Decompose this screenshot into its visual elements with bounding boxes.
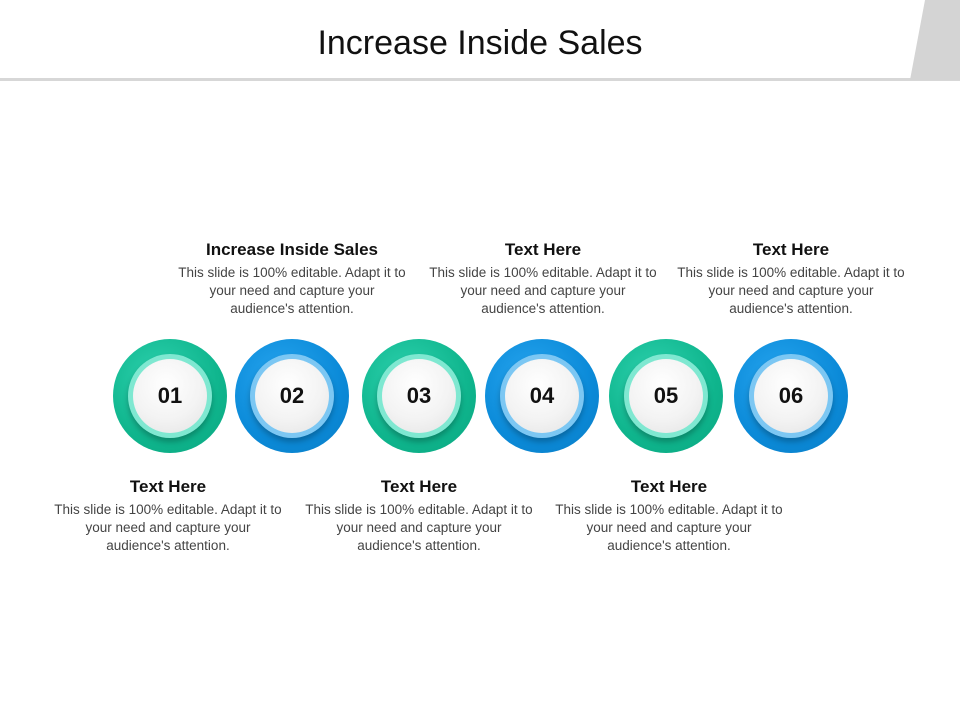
step-heading: Text Here [504, 240, 582, 259]
title-bar: Increase Inside Sales [0, 0, 960, 82]
step-circle-05: 05 [609, 339, 723, 453]
step-circle-03: 03 [362, 339, 476, 453]
step-number: 03 [382, 359, 456, 433]
title-divider [0, 78, 960, 81]
step-circle-02: 02 [235, 339, 349, 453]
step-circle-06: 06 [734, 339, 848, 453]
step-heading: Increase Inside Sales [206, 240, 378, 259]
step-number: 05 [629, 359, 703, 433]
step-body: This slide is 100% editable. Adapt it to… [555, 502, 783, 553]
step-text-05: Text Here This slide is 100% editable. A… [554, 477, 784, 555]
step-circle-04: 04 [485, 339, 599, 453]
step-number: 02 [255, 359, 329, 433]
page-title: Increase Inside Sales [317, 24, 643, 62]
step-body: This slide is 100% editable. Adapt it to… [429, 265, 657, 316]
step-heading: Text Here [630, 477, 708, 496]
step-body: This slide is 100% editable. Adapt it to… [54, 502, 282, 553]
step-body: This slide is 100% editable. Adapt it to… [305, 502, 533, 553]
step-heading: Text Here [129, 477, 207, 496]
step-number: 01 [133, 359, 207, 433]
step-text-03: Text Here This slide is 100% editable. A… [304, 477, 534, 555]
step-number: 04 [505, 359, 579, 433]
step-text-06: Text Here This slide is 100% editable. A… [676, 240, 906, 318]
step-text-04: Text Here This slide is 100% editable. A… [428, 240, 658, 318]
step-body: This slide is 100% editable. Adapt it to… [178, 265, 406, 316]
title-corner-shape [910, 0, 960, 80]
step-text-02: Increase Inside Sales This slide is 100%… [177, 240, 407, 318]
step-heading: Text Here [380, 477, 458, 496]
step-heading: Text Here [752, 240, 830, 259]
step-circle-01: 01 [113, 339, 227, 453]
step-number: 06 [754, 359, 828, 433]
step-body: This slide is 100% editable. Adapt it to… [677, 265, 905, 316]
step-text-01: Text Here This slide is 100% editable. A… [53, 477, 283, 555]
